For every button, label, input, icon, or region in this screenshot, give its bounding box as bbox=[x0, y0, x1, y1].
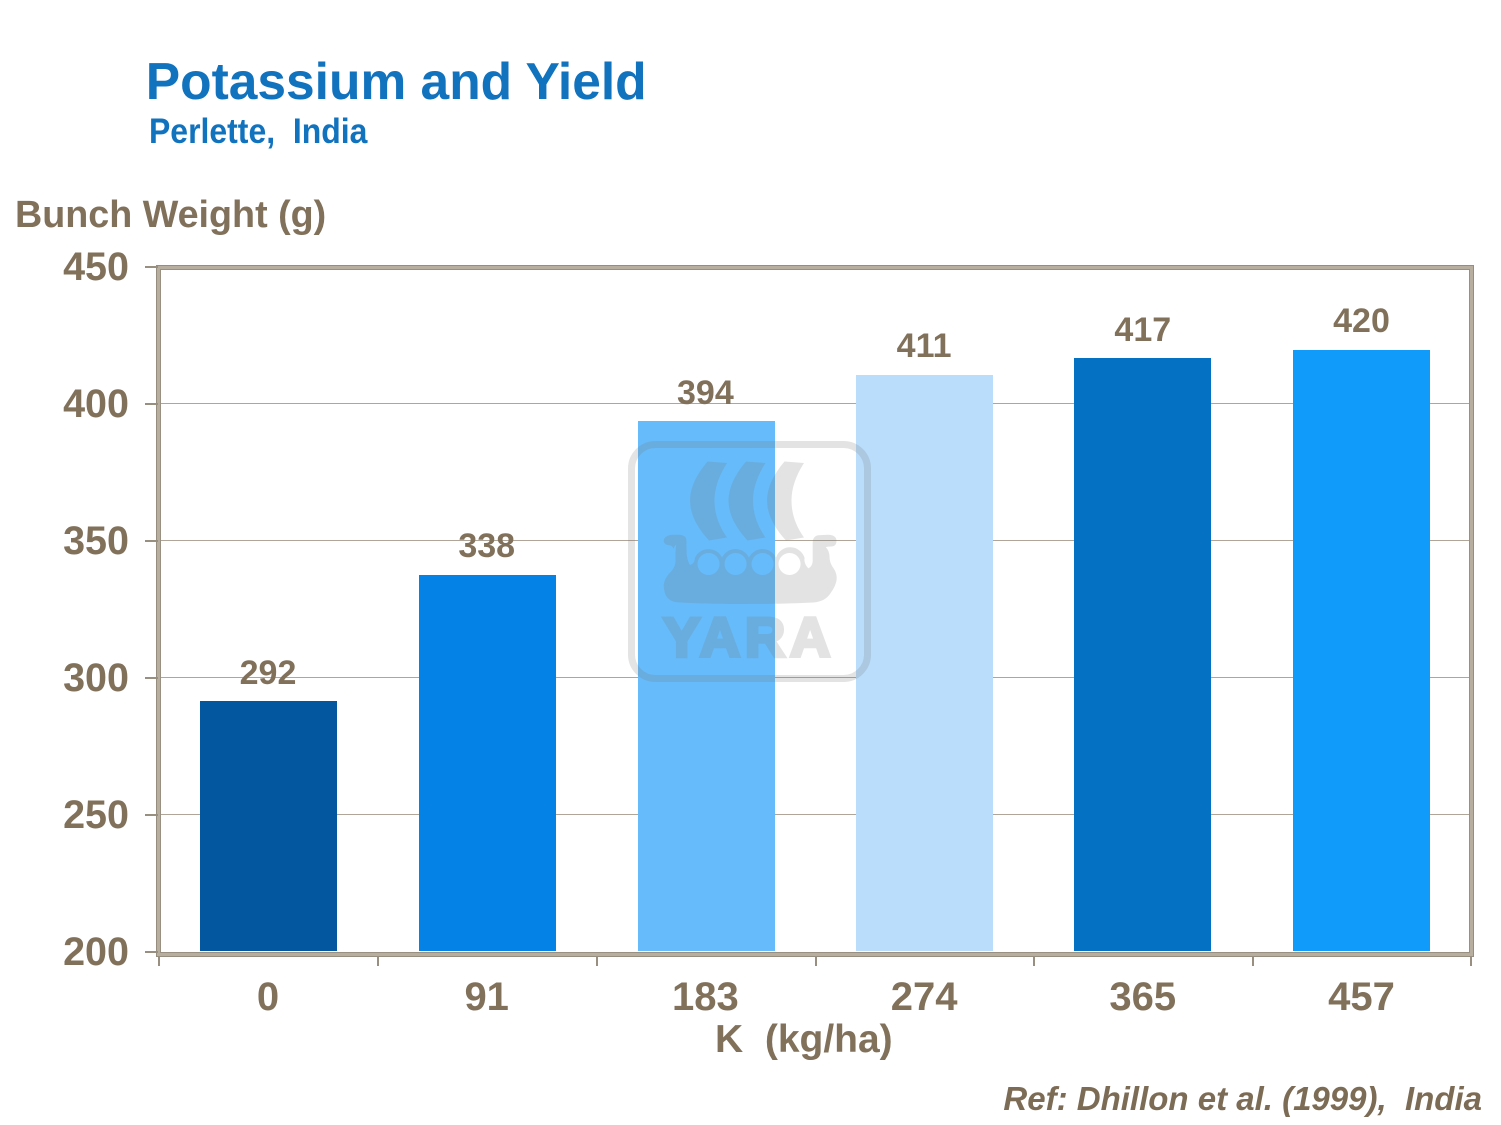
svg-text:YARA: YARA bbox=[663, 606, 835, 669]
